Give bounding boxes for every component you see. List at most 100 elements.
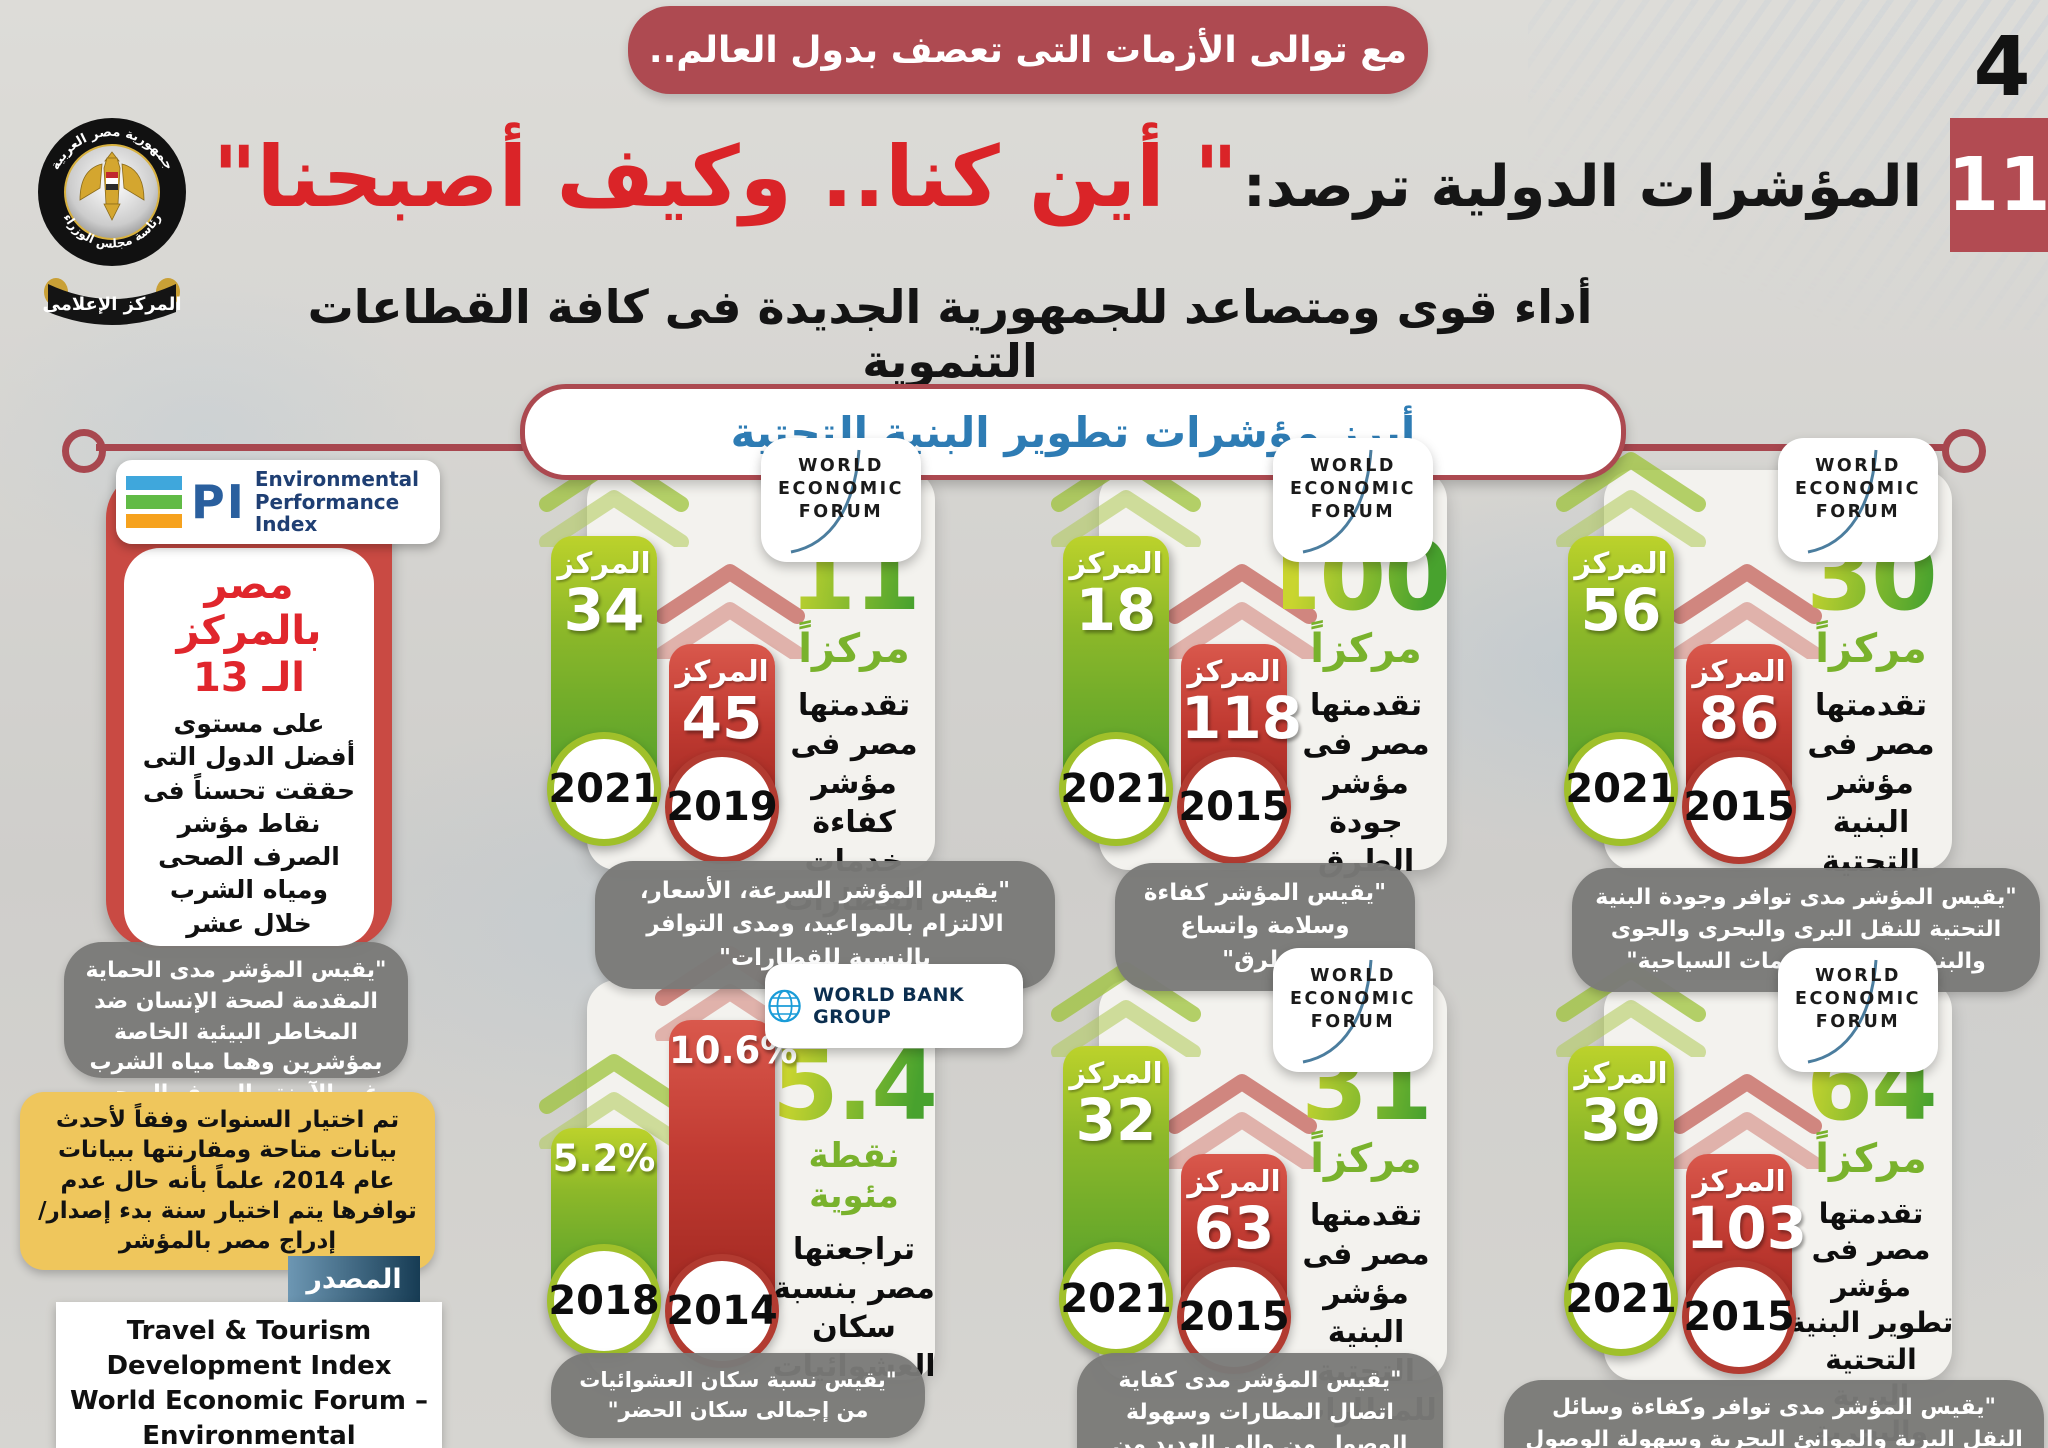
up-chevron-red-icon (1167, 564, 1317, 659)
indicator-note-bubble: "يقيس نسبة سكان العشوائيات من إجمالى سكا… (551, 1353, 925, 1438)
wef-word: WORLD (1310, 456, 1396, 476)
year-text: 2015 (1178, 784, 1290, 830)
emblem-ribbon-text: المركز الإعلامى (42, 294, 181, 315)
wef-word: ECONOMIC (1795, 988, 1921, 1009)
bar-value: 32 (1075, 1085, 1157, 1154)
world-economic-forum-logo: WORLD ECONOMIC FORUM (761, 438, 921, 562)
improvement-block: 100 مركزاً تقدمتها مصر فى مؤشر جودة الطر… (1255, 528, 1451, 881)
wef-word: ECONOMIC (1290, 478, 1416, 499)
bar-value: 118 (1181, 683, 1303, 752)
year-text: 2015 (1683, 784, 1795, 830)
methodology-note: تم اختيار السنوات وفقاً لأحدث بيانات متا… (20, 1092, 435, 1270)
bar-value: 56 (1580, 575, 1662, 644)
world-economic-forum-logo: WORLD ECONOMIC FORUM (1273, 948, 1433, 1072)
year-circle-previous: 2014 (665, 1254, 779, 1368)
year-circle-previous: 2015 (1177, 750, 1291, 864)
year-text: 2015 (1683, 1294, 1795, 1340)
epi-headline: مصر بالمركز الـ 13 (176, 562, 322, 701)
year-text: 2021 (548, 766, 660, 812)
top-banner: مع توالى الأزمات التى تعصف بدول العالم.. (628, 6, 1428, 94)
year-text: 2021 (1565, 1276, 1677, 1322)
year-text: 2021 (1060, 766, 1172, 812)
indicator-note-bubble: "يقيس المؤشر كفاءة وسلامة واتساع الطرق" (1115, 863, 1415, 992)
improvement-unit: مركزاً (1815, 626, 1927, 672)
year-circle-current: 2018 (547, 1244, 661, 1358)
bar-label: المركز (557, 546, 651, 580)
world-economic-forum-logo: WORLD ECONOMIC FORUM (1778, 948, 1938, 1072)
bar-label: المركز (675, 654, 769, 688)
wef-word: ECONOMIC (778, 478, 904, 499)
wef-word: ECONOMIC (1795, 478, 1921, 499)
bar-label: المركز (1187, 1164, 1281, 1198)
year-circle-current: 2021 (1059, 732, 1173, 846)
improvement-unit: مركزاً (798, 626, 910, 672)
up-chevron-red-icon (655, 564, 805, 659)
source-label: المصدر (288, 1256, 420, 1302)
year-text: 2021 (1565, 766, 1677, 812)
epi-logo-letters: PI (191, 475, 246, 529)
world-economic-forum-logo: WORLD ECONOMIC FORUM (1778, 438, 1938, 562)
bar-label: المركز (1692, 654, 1786, 688)
indicator-card-road-quality: المركز 18 المركز 118 2021 2015 100 مركزا… (1051, 438, 1557, 992)
indicator-note-bubble: "يقيس المؤشر مدى كفاية اتصال المطارات وس… (1077, 1353, 1443, 1448)
section-title-pill: أبرز مؤشرات تطوير البنية التحتية (520, 384, 1626, 480)
indicator-description: تراجعتها مصر بنسبة سكان العشوائيات (772, 1232, 935, 1384)
improvement-unit: مركزاً (1815, 1136, 1927, 1182)
year-circle-previous: 2015 (1682, 750, 1796, 864)
bar-value: 34 (563, 575, 645, 644)
improvement-unit: نقطة مئوية (808, 1136, 900, 1216)
year-circle-previous: 2015 (1682, 1260, 1796, 1374)
world-bank-logo: WORLD BANK GROUP (765, 964, 1023, 1048)
issue-number-badge: 11 (1948, 118, 2048, 252)
year-circle-current: 2021 (547, 732, 661, 846)
year-text: 2019 (666, 784, 778, 830)
up-chevron-red-icon (1672, 564, 1822, 659)
up-chevron-red-icon (1167, 1074, 1317, 1169)
wef-word: ECONOMIC (1290, 988, 1416, 1009)
bar-label: المركز (1187, 654, 1281, 688)
epi-body-text: على مستوى أفضل الدول التى حققت تحسناً فى… (142, 709, 356, 946)
year-circle-current: 2021 (1059, 1242, 1173, 1356)
bar-value: 39 (1580, 1085, 1662, 1154)
bar-value: 18 (1075, 575, 1157, 644)
source-box: Travel & Tourism Development Index World… (56, 1302, 442, 1448)
epi-logo-bars-icon (126, 476, 182, 528)
wef-word: FORUM (798, 501, 884, 522)
title-quote: " أين كنا.. وكيف أصبحنا" (212, 128, 1239, 226)
up-chevron-green-icon (1556, 452, 1706, 547)
year-circle-previous: 2019 (665, 750, 779, 864)
wef-word: FORUM (1815, 1011, 1901, 1032)
wef-word: WORLD (1815, 456, 1901, 476)
eagle-emblem-icon: جمهورية مصر العربية رئاسة مجلس الوزراء ا… (38, 118, 186, 325)
epi-logo: PI Environmental Performance Index (116, 460, 440, 544)
year-text: 2018 (548, 1278, 660, 1324)
bar-value: 103 (1686, 1193, 1808, 1262)
bar-value: 10.6% (669, 1029, 798, 1072)
wef-word: WORLD (1815, 966, 1901, 986)
wef-arc-icon (790, 449, 861, 554)
wef-arc-icon (1807, 959, 1878, 1064)
epi-note-bubble: "يقيس المؤشر مدى الحماية المقدمة لصحة ال… (64, 942, 408, 1137)
bar-label: المركز (1069, 546, 1163, 580)
wef-arc-icon (1302, 449, 1373, 554)
bar-label: المركز (1574, 1056, 1668, 1090)
improvement-number: 5.4 (771, 1030, 938, 1142)
government-emblem: جمهورية مصر العربية رئاسة مجلس الوزراء ا… (36, 96, 188, 328)
bar-value: 5.2% (552, 1137, 656, 1180)
year-text: 2015 (1178, 1294, 1290, 1340)
year-text: 2021 (1060, 1276, 1172, 1322)
improvement-unit: مركزاً (1310, 626, 1422, 672)
indicator-description: تقدمتها مصر فى مؤشر البنية التحتية (1807, 688, 1935, 879)
bar-label: المركز (1069, 1056, 1163, 1090)
indicator-card-ground-port: المركز 39 المركز 103 2021 2015 64 مركزاً… (1504, 948, 2048, 1448)
wef-word: FORUM (1310, 1011, 1396, 1032)
timeline-ring-right (1942, 429, 1986, 473)
year-text: 2014 (666, 1288, 778, 1334)
bar-label: المركز (1692, 1164, 1786, 1198)
wef-word: FORUM (1815, 501, 1901, 522)
wef-word: WORLD (1310, 966, 1396, 986)
bar-value: 63 (1193, 1193, 1275, 1262)
epi-logo-title: Environmental Performance Index (254, 467, 420, 537)
improvement-block: 5.4 نقطة مئوية تراجعتها مصر بنسبة سكان ا… (771, 1030, 938, 1386)
